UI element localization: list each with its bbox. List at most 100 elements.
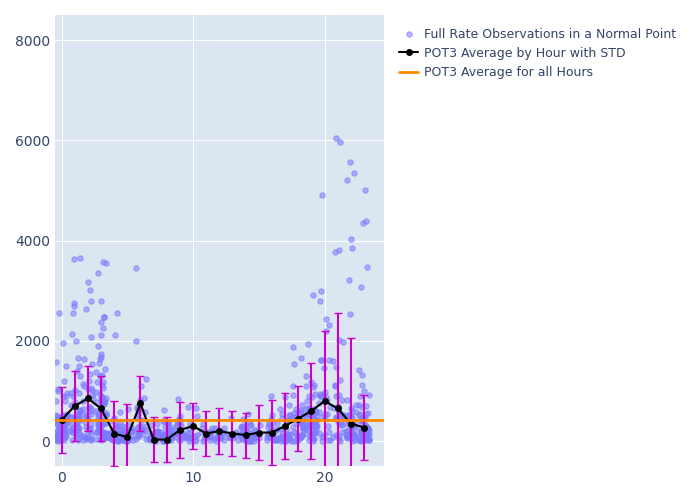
Full Rate Observations in a Normal Point xyxy=(117,436,128,444)
Full Rate Observations in a Normal Point xyxy=(263,428,274,436)
Full Rate Observations in a Normal Point xyxy=(74,362,85,370)
Full Rate Observations in a Normal Point xyxy=(323,428,334,436)
Full Rate Observations in a Normal Point xyxy=(132,402,144,409)
Full Rate Observations in a Normal Point xyxy=(363,436,374,444)
Full Rate Observations in a Normal Point xyxy=(290,414,301,422)
Full Rate Observations in a Normal Point xyxy=(324,403,335,411)
Full Rate Observations in a Normal Point xyxy=(118,435,130,443)
Full Rate Observations in a Normal Point xyxy=(324,356,335,364)
Full Rate Observations in a Normal Point xyxy=(161,434,172,442)
Full Rate Observations in a Normal Point xyxy=(302,340,314,347)
POT3 Average by Hour with STD xyxy=(189,423,197,429)
Full Rate Observations in a Normal Point xyxy=(93,428,104,436)
Full Rate Observations in a Normal Point xyxy=(109,331,120,339)
Full Rate Observations in a Normal Point xyxy=(95,398,106,406)
Full Rate Observations in a Normal Point xyxy=(184,420,195,428)
Full Rate Observations in a Normal Point xyxy=(136,382,147,390)
Full Rate Observations in a Normal Point xyxy=(105,428,116,436)
Full Rate Observations in a Normal Point xyxy=(316,392,327,400)
Full Rate Observations in a Normal Point xyxy=(174,420,186,428)
Full Rate Observations in a Normal Point xyxy=(183,437,195,445)
Full Rate Observations in a Normal Point xyxy=(271,434,282,442)
Full Rate Observations in a Normal Point xyxy=(292,408,303,416)
Full Rate Observations in a Normal Point xyxy=(309,422,320,430)
Full Rate Observations in a Normal Point xyxy=(241,432,252,440)
Full Rate Observations in a Normal Point xyxy=(93,342,104,350)
Full Rate Observations in a Normal Point xyxy=(69,430,80,438)
POT3 Average by Hour with STD xyxy=(267,430,276,436)
Full Rate Observations in a Normal Point xyxy=(99,364,110,372)
Full Rate Observations in a Normal Point xyxy=(64,427,76,435)
Full Rate Observations in a Normal Point xyxy=(345,423,356,431)
Full Rate Observations in a Normal Point xyxy=(54,431,65,439)
POT3 Average by Hour with STD xyxy=(307,408,316,414)
Full Rate Observations in a Normal Point xyxy=(307,435,318,443)
Full Rate Observations in a Normal Point xyxy=(357,372,368,380)
Full Rate Observations in a Normal Point xyxy=(271,435,282,443)
Full Rate Observations in a Normal Point xyxy=(302,409,314,417)
Full Rate Observations in a Normal Point xyxy=(78,410,89,418)
Full Rate Observations in a Normal Point xyxy=(122,436,134,444)
Full Rate Observations in a Normal Point xyxy=(244,422,256,430)
Full Rate Observations in a Normal Point xyxy=(344,276,355,283)
Full Rate Observations in a Normal Point xyxy=(71,422,83,430)
Full Rate Observations in a Normal Point xyxy=(288,344,299,351)
Full Rate Observations in a Normal Point xyxy=(55,414,66,422)
Full Rate Observations in a Normal Point xyxy=(124,418,135,426)
Full Rate Observations in a Normal Point xyxy=(262,433,273,441)
Full Rate Observations in a Normal Point xyxy=(125,423,136,431)
Full Rate Observations in a Normal Point xyxy=(96,392,107,400)
Full Rate Observations in a Normal Point xyxy=(204,433,216,441)
Full Rate Observations in a Normal Point xyxy=(113,435,125,443)
Full Rate Observations in a Normal Point xyxy=(114,420,125,428)
Full Rate Observations in a Normal Point xyxy=(57,420,69,428)
Full Rate Observations in a Normal Point xyxy=(263,420,274,428)
Full Rate Observations in a Normal Point xyxy=(333,336,344,344)
Full Rate Observations in a Normal Point xyxy=(131,264,142,272)
Full Rate Observations in a Normal Point xyxy=(108,436,119,444)
Full Rate Observations in a Normal Point xyxy=(330,382,341,390)
Full Rate Observations in a Normal Point xyxy=(276,414,287,422)
Full Rate Observations in a Normal Point xyxy=(60,434,71,442)
Full Rate Observations in a Normal Point xyxy=(356,428,367,436)
Full Rate Observations in a Normal Point xyxy=(333,408,344,416)
Full Rate Observations in a Normal Point xyxy=(346,427,357,435)
Full Rate Observations in a Normal Point xyxy=(98,400,109,408)
Full Rate Observations in a Normal Point xyxy=(150,434,162,442)
Full Rate Observations in a Normal Point xyxy=(307,422,318,430)
Full Rate Observations in a Normal Point xyxy=(265,422,276,430)
Full Rate Observations in a Normal Point xyxy=(328,357,339,365)
Full Rate Observations in a Normal Point xyxy=(315,390,326,398)
Full Rate Observations in a Normal Point xyxy=(139,426,150,434)
Full Rate Observations in a Normal Point xyxy=(295,433,307,441)
Full Rate Observations in a Normal Point xyxy=(297,418,308,426)
Full Rate Observations in a Normal Point xyxy=(266,430,277,438)
Full Rate Observations in a Normal Point xyxy=(285,415,296,423)
Full Rate Observations in a Normal Point xyxy=(349,430,360,438)
Full Rate Observations in a Normal Point xyxy=(68,420,79,428)
Full Rate Observations in a Normal Point xyxy=(281,431,293,439)
Full Rate Observations in a Normal Point xyxy=(143,435,154,443)
Full Rate Observations in a Normal Point xyxy=(164,430,176,438)
Full Rate Observations in a Normal Point xyxy=(57,392,69,400)
Full Rate Observations in a Normal Point xyxy=(287,382,298,390)
Full Rate Observations in a Normal Point xyxy=(308,434,319,442)
Full Rate Observations in a Normal Point xyxy=(360,435,372,443)
Full Rate Observations in a Normal Point xyxy=(147,431,158,439)
Full Rate Observations in a Normal Point xyxy=(263,433,274,441)
Full Rate Observations in a Normal Point xyxy=(318,431,330,439)
Full Rate Observations in a Normal Point xyxy=(244,434,255,442)
Full Rate Observations in a Normal Point xyxy=(113,435,124,443)
Full Rate Observations in a Normal Point xyxy=(94,423,105,431)
Full Rate Observations in a Normal Point xyxy=(66,330,78,338)
Full Rate Observations in a Normal Point xyxy=(107,434,118,442)
Full Rate Observations in a Normal Point xyxy=(215,434,226,442)
Full Rate Observations in a Normal Point xyxy=(80,412,92,420)
POT3 Average by Hour with STD xyxy=(228,430,237,436)
Full Rate Observations in a Normal Point xyxy=(197,436,209,444)
Full Rate Observations in a Normal Point xyxy=(284,434,295,442)
Full Rate Observations in a Normal Point xyxy=(53,434,64,442)
Full Rate Observations in a Normal Point xyxy=(281,416,293,424)
Full Rate Observations in a Normal Point xyxy=(346,404,357,411)
Full Rate Observations in a Normal Point xyxy=(267,430,279,438)
